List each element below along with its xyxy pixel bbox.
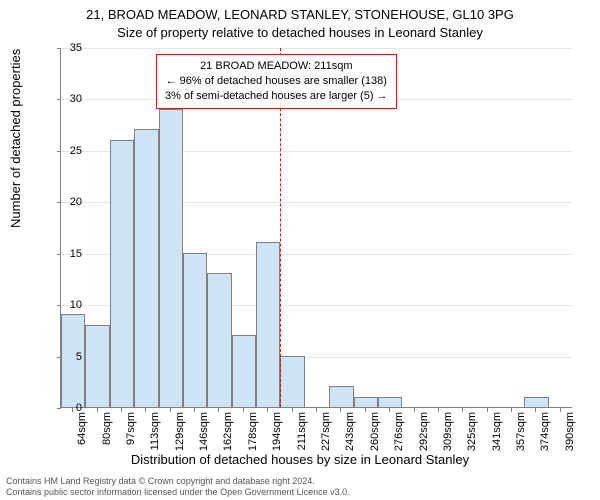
attribution-line-2: Contains public sector information licen…: [6, 487, 350, 498]
xtick-label: 243sqm: [344, 412, 356, 451]
annotation-line-1: 21 BROAD MEADOW: 211sqm: [165, 59, 388, 74]
xtick-label: 341sqm: [491, 412, 503, 451]
xtick-label: 97sqm: [125, 412, 137, 445]
xtick-mark: [218, 408, 219, 412]
xtick-mark: [340, 408, 341, 412]
xtick-mark: [365, 408, 366, 412]
y-axis-label: Number of detached properties: [8, 49, 23, 228]
histogram-bar: [207, 273, 231, 407]
xtick-mark: [267, 408, 268, 412]
histogram-bar: [159, 109, 183, 407]
xtick-mark: [121, 408, 122, 412]
xtick-mark: [292, 408, 293, 412]
xtick-mark: [97, 408, 98, 412]
xtick-label: 325sqm: [466, 412, 478, 451]
ytick-label: 35: [52, 42, 82, 54]
chart-container: 21, BROAD MEADOW, LEONARD STANLEY, STONE…: [0, 0, 600, 500]
xtick-mark: [487, 408, 488, 412]
xtick-label: 276sqm: [393, 412, 405, 451]
ytick-label: 5: [52, 351, 82, 363]
gridline: [61, 48, 572, 49]
xtick-label: 390sqm: [564, 412, 576, 451]
xtick-label: 80sqm: [101, 412, 113, 445]
xtick-mark: [170, 408, 171, 412]
histogram-bar: [329, 386, 353, 407]
xtick-label: 178sqm: [247, 412, 259, 451]
xtick-label: 129sqm: [174, 412, 186, 451]
chart-area: 21 BROAD MEADOW: 211sqm← 96% of detached…: [60, 48, 572, 408]
ytick-label: 25: [52, 145, 82, 157]
histogram-bar: [183, 253, 207, 407]
annotation-line-3: 3% of semi-detached houses are larger (5…: [165, 89, 388, 104]
xtick-mark: [389, 408, 390, 412]
histogram-bar: [256, 242, 280, 407]
xtick-label: 260sqm: [369, 412, 381, 451]
xtick-label: 113sqm: [149, 412, 161, 450]
ytick-label: 30: [52, 93, 82, 105]
xtick-label: 194sqm: [271, 412, 283, 451]
xtick-mark: [243, 408, 244, 412]
ytick-label: 15: [52, 248, 82, 260]
xtick-label: 64sqm: [76, 412, 88, 445]
xtick-mark: [145, 408, 146, 412]
xtick-mark: [316, 408, 317, 412]
ytick-label: 20: [52, 196, 82, 208]
xtick-label: 162sqm: [222, 412, 234, 451]
histogram-bar: [378, 397, 402, 407]
histogram-bar: [110, 140, 134, 407]
xtick-mark: [535, 408, 536, 412]
xtick-label: 211sqm: [296, 412, 308, 450]
histogram-bar: [232, 335, 256, 407]
xtick-label: 292sqm: [418, 412, 430, 451]
xtick-label: 374sqm: [539, 412, 551, 451]
histogram-bar: [524, 397, 548, 407]
histogram-bar: [280, 356, 304, 407]
plot-region: 21 BROAD MEADOW: 211sqm← 96% of detached…: [60, 48, 572, 408]
xtick-mark: [194, 408, 195, 412]
attribution-text: Contains HM Land Registry data © Crown c…: [6, 476, 350, 499]
xtick-label: 227sqm: [320, 412, 332, 451]
chart-title: 21, BROAD MEADOW, LEONARD STANLEY, STONE…: [0, 0, 600, 24]
histogram-bar: [85, 325, 109, 407]
xtick-mark: [438, 408, 439, 412]
xtick-mark: [511, 408, 512, 412]
annotation-box: 21 BROAD MEADOW: 211sqm← 96% of detached…: [156, 54, 397, 109]
xtick-label: 146sqm: [198, 412, 210, 451]
xtick-label: 357sqm: [515, 412, 527, 451]
xtick-mark: [560, 408, 561, 412]
histogram-bar: [134, 129, 158, 407]
annotation-line-2: ← 96% of detached houses are smaller (13…: [165, 74, 388, 89]
xtick-label: 309sqm: [442, 412, 454, 451]
ytick-label: 0: [52, 402, 82, 414]
x-axis-label: Distribution of detached houses by size …: [0, 452, 600, 467]
chart-subtitle: Size of property relative to detached ho…: [0, 24, 600, 42]
xtick-mark: [414, 408, 415, 412]
histogram-bar: [354, 397, 378, 407]
xtick-mark: [462, 408, 463, 412]
attribution-line-1: Contains HM Land Registry data © Crown c…: [6, 476, 350, 487]
ytick-label: 10: [52, 299, 82, 311]
